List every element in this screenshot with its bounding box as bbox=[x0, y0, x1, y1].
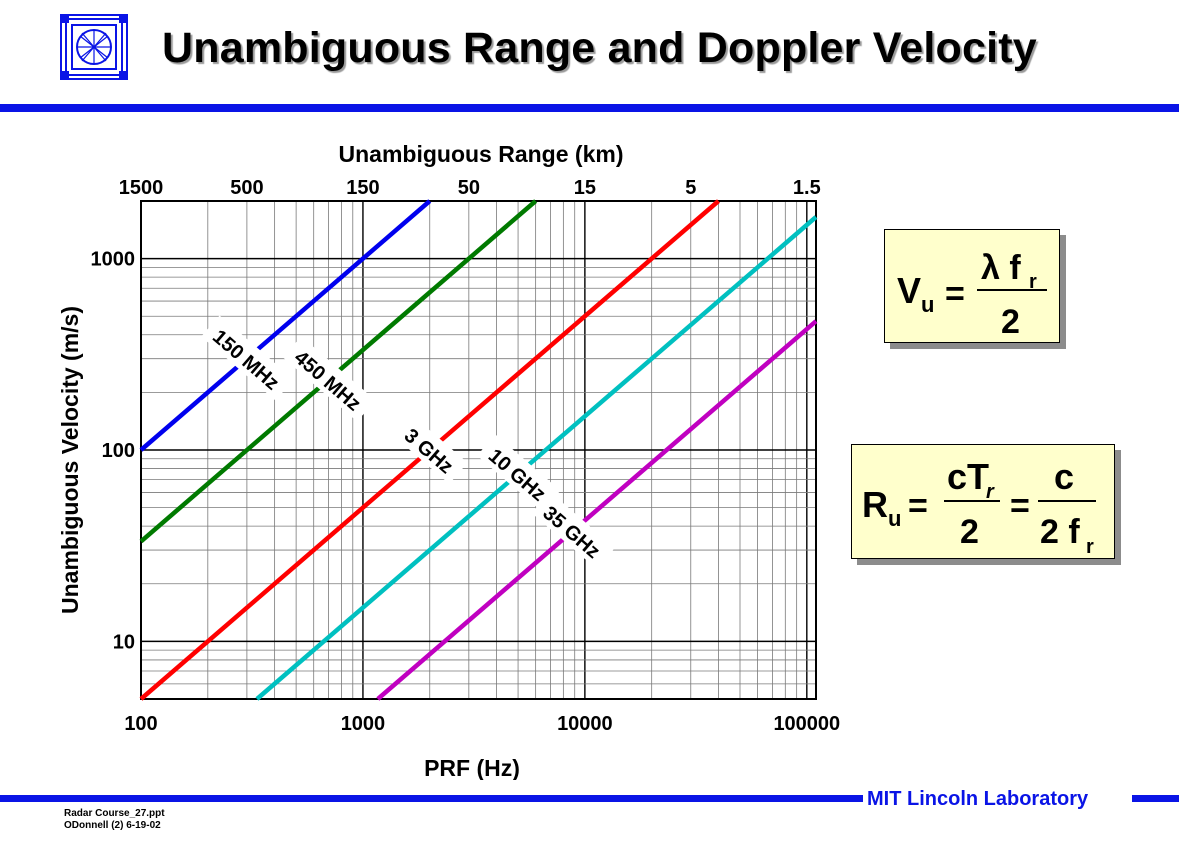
x2-axis-title: Unambiguous Range (km) bbox=[339, 141, 624, 167]
slide-title: Unambiguous Range and Doppler Velocity bbox=[162, 24, 1037, 72]
x-tick-label: 1000 bbox=[341, 713, 386, 735]
x2-tick-label: 5 bbox=[685, 177, 696, 199]
ru-num-1-sub: r bbox=[986, 481, 995, 503]
ru-den-2: 2 f bbox=[1040, 513, 1080, 551]
footer-note: Radar Course_27.ppt ODonnell (2) 6-19-02 bbox=[64, 808, 165, 832]
vu-numerator-sub: r bbox=[1029, 271, 1037, 293]
x-tick-label: 100 bbox=[124, 713, 157, 735]
tick-labels: 100 1000 10000 100000 10 100 1000 1500 500 150 50 1… bbox=[91, 177, 841, 735]
ru-num-2: c bbox=[1054, 456, 1074, 497]
chart-grid bbox=[140, 200, 816, 700]
footer-org: MIT Lincoln Laboratory bbox=[867, 788, 1089, 810]
vu-equals: = bbox=[945, 275, 965, 313]
ru-symbol: R bbox=[862, 484, 888, 525]
footer-rule-left bbox=[0, 795, 863, 802]
range-formula-box: R u = cT r 2 = c 2 f r bbox=[851, 444, 1115, 559]
x-tick-label: 10000 bbox=[557, 713, 613, 735]
ru-den-1: 2 bbox=[960, 513, 979, 551]
x-axis-title: PRF (Hz) bbox=[424, 755, 520, 780]
footer-file: Radar Course_27.ppt bbox=[64, 808, 165, 819]
vu-subscript: u bbox=[921, 292, 934, 317]
x2-tick-label: 150 bbox=[346, 177, 379, 199]
footer-author: ODonnell (2) 6-19-02 bbox=[64, 820, 161, 831]
series-label-bg bbox=[201, 315, 294, 401]
series-label-bg bbox=[531, 491, 615, 570]
ru-equals-1: = bbox=[908, 487, 928, 525]
ru-num-1: cT bbox=[947, 456, 989, 497]
series-line-150-mhz bbox=[139, 199, 432, 452]
series-label-bg bbox=[477, 434, 561, 512]
series-label-bg bbox=[282, 336, 376, 422]
series-label-bg bbox=[393, 414, 468, 485]
series-line-10-ghz bbox=[255, 215, 818, 701]
x2-tick-label: 1.5 bbox=[793, 177, 821, 199]
y-tick-label: 1000 bbox=[91, 249, 136, 271]
y-tick-label: 10 bbox=[113, 631, 135, 653]
velocity-formula: V u = λ f r 2 bbox=[897, 249, 1047, 341]
x2-tick-label: 15 bbox=[574, 177, 596, 199]
ru-den-2-sub: r bbox=[1086, 536, 1094, 558]
vu-denominator: 2 bbox=[1001, 303, 1020, 341]
velocity-formula-box: V u = λ f r 2 bbox=[884, 229, 1060, 343]
footer-rule-right bbox=[1132, 795, 1179, 802]
series-line-35-ghz bbox=[376, 319, 818, 701]
y-axis-title: Unambiguous Velocity (m/s) bbox=[57, 306, 83, 614]
ru-equals-2: = bbox=[1010, 487, 1030, 525]
x-tick-label: 100000 bbox=[773, 713, 840, 735]
y-tick-label: 100 bbox=[102, 440, 135, 462]
vu-numerator: λ f bbox=[981, 249, 1021, 287]
x2-tick-label: 1500 bbox=[119, 177, 164, 199]
range-formula: R u = cT r 2 = c 2 f r bbox=[862, 456, 1096, 558]
ru-subscript: u bbox=[888, 506, 901, 531]
x2-tick-label: 50 bbox=[458, 177, 480, 199]
vu-symbol: V bbox=[897, 270, 921, 311]
lincoln-lab-logo bbox=[60, 14, 128, 80]
title-rule bbox=[0, 104, 1179, 112]
x2-tick-label: 500 bbox=[230, 177, 263, 199]
